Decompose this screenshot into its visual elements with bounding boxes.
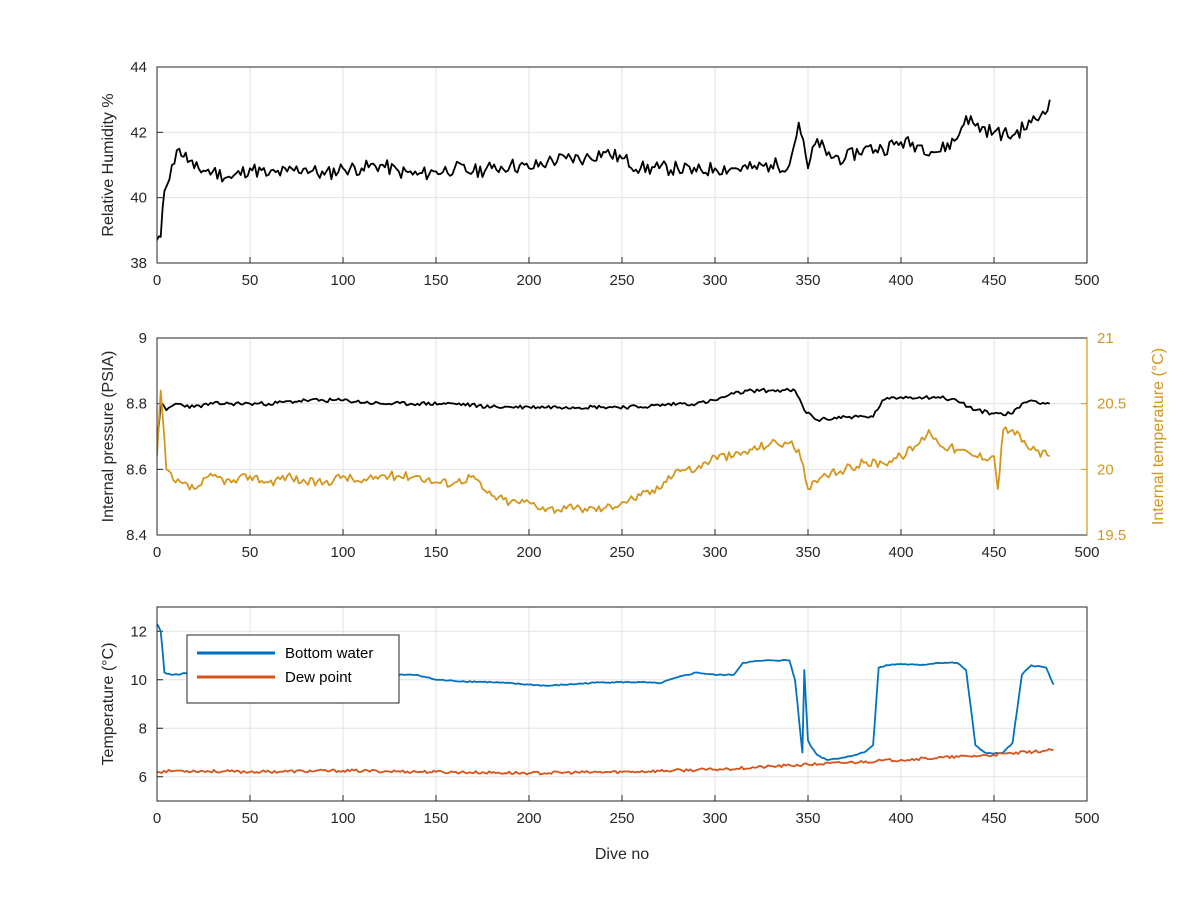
x-tick-label: 200: [516, 810, 541, 827]
y-tick-label: 8.4: [126, 527, 147, 544]
x-tick-label: 350: [795, 810, 820, 827]
y-tick-label: 42: [130, 124, 147, 141]
panel-humidity: 0 50 100 150 200 250 300 350 400 450 500 38 40 42 44 Re…: [100, 59, 1100, 289]
axes-frame: [156, 66, 1088, 264]
panel-pressure-temperature: 0 50 100 150 200 250 300 350 400 450 500 8.4 8.6 8.8 9…: [100, 330, 1167, 561]
y-tick-label: 44: [130, 59, 147, 76]
legend-label: Dew point: [285, 669, 353, 686]
x-tick-label: 200: [516, 272, 541, 289]
y-tick-label: 10: [130, 672, 147, 689]
x-tick-label: 50: [242, 544, 259, 561]
x-tick-label: 150: [423, 272, 448, 289]
axes-frame: [156, 606, 1088, 802]
x-tick-label: 100: [330, 544, 355, 561]
x-tick-label: 300: [702, 544, 727, 561]
x-tick-label: 250: [609, 544, 634, 561]
x-tick-label: 400: [888, 544, 913, 561]
x-tick-label: 450: [981, 544, 1006, 561]
x-tick-label: 150: [423, 544, 448, 561]
y-tick-label: 6: [139, 769, 147, 786]
y-right-tick-label: 21: [1097, 330, 1114, 347]
x-tick-label: 300: [702, 810, 727, 827]
y-tick-label: 12: [130, 623, 147, 640]
x-tick-label: 100: [330, 810, 355, 827]
y-axis-label: Internal pressure (PSIA): [100, 351, 117, 523]
y-right-tick-label: 19.5: [1097, 527, 1126, 544]
x-tick-label: 300: [702, 272, 727, 289]
x-tick-label: 0: [153, 272, 161, 289]
y-axis-label: Relative Humidity %: [100, 93, 117, 236]
x-tick-label: 0: [153, 544, 161, 561]
x-tick-label: 450: [981, 810, 1006, 827]
y-tick-label: 8: [139, 720, 147, 737]
panel-temperature: 0 50 100 150 200 250 300 350 400 450 500 6 8 10 12 Temp…: [100, 606, 1100, 863]
legend: Bottom water Dew point: [186, 634, 400, 704]
legend-box: [186, 634, 400, 704]
x-tick-label: 400: [888, 272, 913, 289]
y-tick-label: 8.6: [126, 461, 147, 478]
x-tick-label: 250: [609, 810, 634, 827]
y-right-tick-label: 20.5: [1097, 396, 1126, 413]
x-axis-label: Dive no: [595, 846, 649, 863]
x-tick-label: 150: [423, 810, 448, 827]
x-tick-label: 200: [516, 544, 541, 561]
legend-label: Bottom water: [285, 645, 373, 662]
y-axis-label: Temperature (°C): [100, 643, 117, 766]
x-tick-label: 500: [1074, 810, 1099, 827]
x-tick-label: 350: [795, 272, 820, 289]
x-tick-label: 450: [981, 272, 1006, 289]
y-tick-label: 38: [130, 255, 147, 272]
y-tick-label: 8.8: [126, 396, 147, 413]
x-tick-label: 250: [609, 272, 634, 289]
x-tick-label: 400: [888, 810, 913, 827]
dew-point-line: [157, 748, 1054, 776]
y-right-tick-label: 20: [1097, 461, 1114, 478]
y-right-axis-label: Internal temperature (°C): [1150, 348, 1167, 525]
x-tick-label: 100: [330, 272, 355, 289]
internal-temperature-line: [157, 389, 1051, 514]
relative-humidity-line: [157, 99, 1051, 241]
x-tick-label: 350: [795, 544, 820, 561]
x-tick-label: 500: [1074, 544, 1099, 561]
x-tick-label: 0: [153, 810, 161, 827]
x-tick-label: 500: [1074, 272, 1099, 289]
internal-pressure-line: [157, 387, 1051, 444]
x-tick-label: 50: [242, 810, 259, 827]
y-tick-label: 40: [130, 190, 147, 207]
x-tick-label: 50: [242, 272, 259, 289]
y-tick-label: 9: [139, 330, 147, 347]
